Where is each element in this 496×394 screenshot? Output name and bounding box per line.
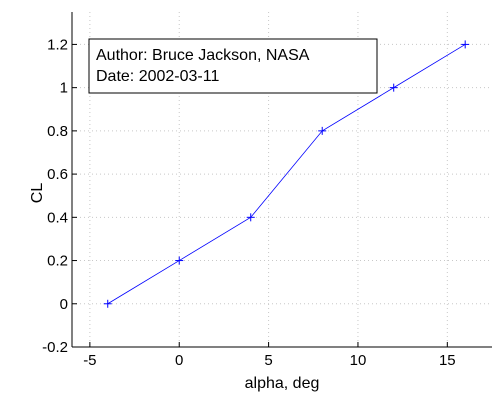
series-layer bbox=[103, 40, 470, 308]
annotation-frame bbox=[88, 38, 378, 94]
data-point-0 bbox=[103, 299, 112, 308]
annotation-box: Author: Bruce Jackson, NASA Date: 2002-0… bbox=[88, 38, 378, 94]
y-tick-label-1: 0 bbox=[60, 296, 68, 313]
data-point-2 bbox=[246, 213, 255, 222]
x-tick-label-2: 5 bbox=[264, 352, 272, 369]
x-tick-label-0: -5 bbox=[83, 352, 96, 369]
y-tick-label-6: 1 bbox=[60, 80, 68, 97]
y-tick-label-0: -0.2 bbox=[42, 339, 68, 356]
y-tick-label-7: 1.2 bbox=[47, 36, 68, 53]
data-point-5 bbox=[461, 40, 470, 49]
data-point-1 bbox=[175, 256, 184, 265]
x-tick-label-3: 10 bbox=[350, 352, 367, 369]
x-axis-label: alpha, deg bbox=[245, 375, 320, 392]
annotation-line-2: Date: 2002-03-11 bbox=[96, 68, 219, 85]
series-line-0 bbox=[107, 44, 466, 305]
axes bbox=[71, 12, 492, 348]
x-tick-label-1: 0 bbox=[175, 352, 183, 369]
y-tick-label-5: 0.8 bbox=[47, 123, 68, 140]
y-tick-label-3: 0.4 bbox=[47, 209, 68, 226]
y-tick-label-4: 0.6 bbox=[47, 166, 68, 183]
annotation-line-1: Author: Bruce Jackson, NASA bbox=[96, 47, 310, 64]
x-tick-label-4: 15 bbox=[439, 352, 456, 369]
data-point-4 bbox=[389, 83, 398, 92]
data-point-3 bbox=[318, 126, 327, 135]
ticks: -5 0 5 10 15 -0.2 0 0.2 0.4 0.6 0.8 1 1.2 bbox=[42, 36, 456, 369]
y-tick-label-2: 0.2 bbox=[47, 253, 68, 270]
y-axis-label: CL bbox=[29, 183, 46, 204]
